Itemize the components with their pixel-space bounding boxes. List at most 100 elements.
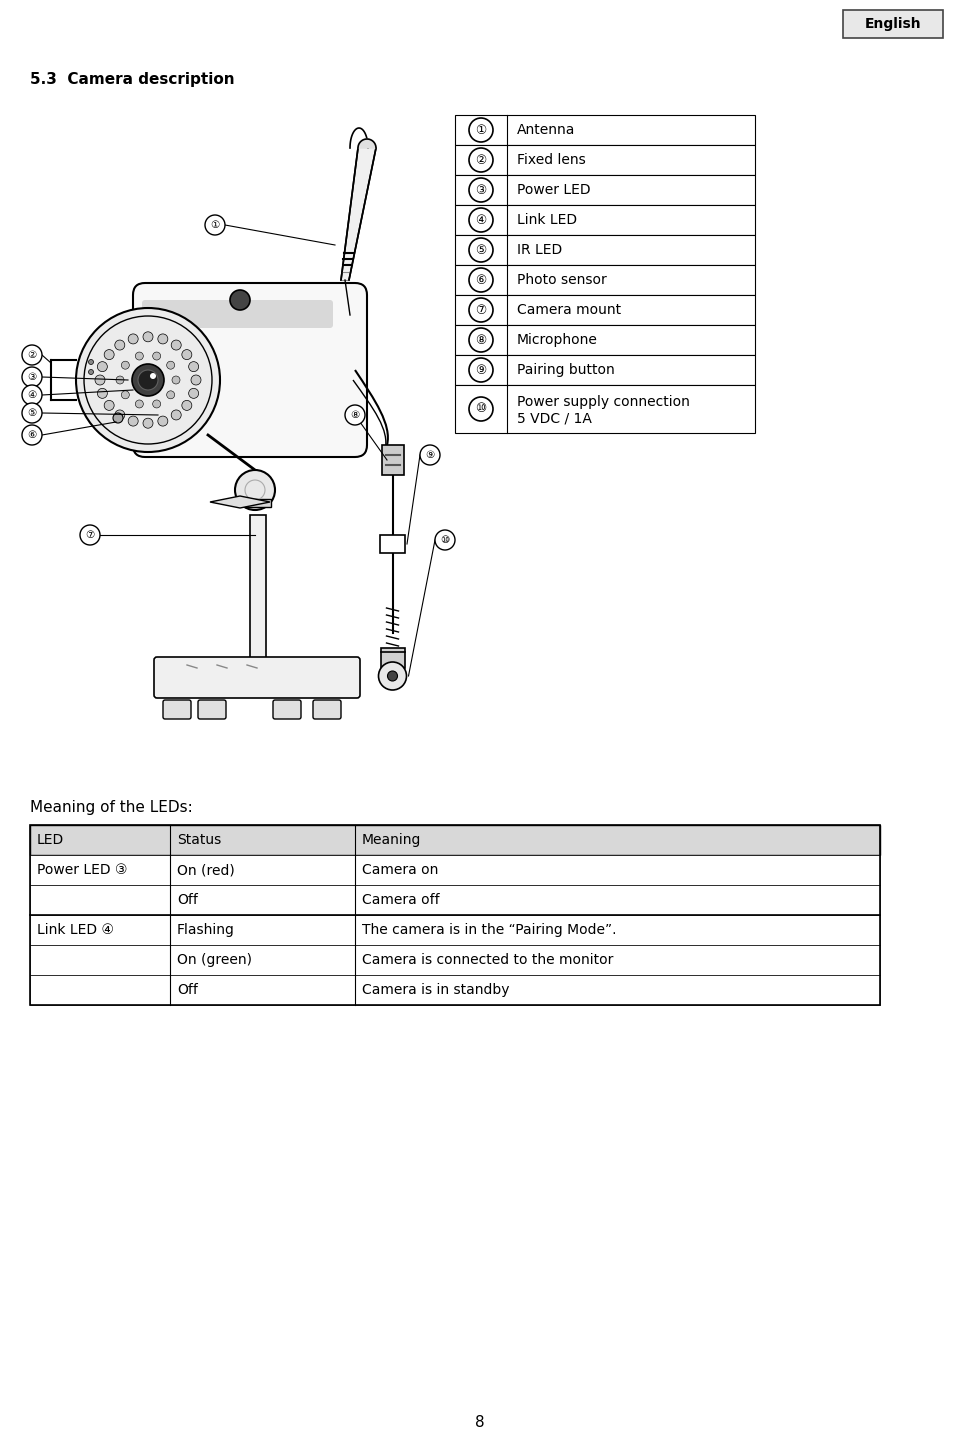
Bar <box>30 854 880 885</box>
Circle shape <box>105 401 114 411</box>
Text: ⑥: ⑥ <box>28 429 36 439</box>
Circle shape <box>435 530 455 550</box>
Circle shape <box>97 388 108 398</box>
Text: Camera is connected to the monitor: Camera is connected to the monitor <box>362 954 613 966</box>
Text: Power LED ③: Power LED ③ <box>37 863 128 877</box>
Circle shape <box>143 332 153 342</box>
Polygon shape <box>358 139 376 148</box>
Bar <box>245 498 271 507</box>
Bar <box>455 385 755 434</box>
Text: Camera mount: Camera mount <box>517 303 621 317</box>
FancyBboxPatch shape <box>163 699 191 719</box>
Bar <box>455 355 755 385</box>
Circle shape <box>22 345 42 365</box>
Text: ③: ③ <box>475 184 487 197</box>
Circle shape <box>469 208 493 233</box>
Circle shape <box>469 148 493 172</box>
Text: 5.3  Camera description: 5.3 Camera description <box>30 72 234 88</box>
Circle shape <box>88 359 93 365</box>
Text: Off: Off <box>177 893 198 908</box>
Text: Power LED: Power LED <box>517 182 590 197</box>
Text: ⑦: ⑦ <box>475 303 487 316</box>
Text: ⑧: ⑧ <box>350 411 360 419</box>
Circle shape <box>157 416 168 426</box>
Bar <box>30 915 880 945</box>
Text: ⑥: ⑥ <box>475 273 487 287</box>
Polygon shape <box>341 148 376 280</box>
Bar <box>455 236 755 266</box>
Circle shape <box>469 299 493 322</box>
Circle shape <box>113 414 123 424</box>
Text: IR LED: IR LED <box>517 243 563 257</box>
Circle shape <box>116 376 124 383</box>
Text: English: English <box>865 17 922 32</box>
Text: 8: 8 <box>475 1414 485 1430</box>
Circle shape <box>469 396 493 421</box>
Bar <box>843 10 943 37</box>
Bar <box>30 885 880 915</box>
Circle shape <box>150 373 156 379</box>
Circle shape <box>138 370 158 391</box>
Text: ⑤: ⑤ <box>28 408 36 418</box>
Circle shape <box>167 391 175 399</box>
Text: ⑨: ⑨ <box>475 363 487 376</box>
Text: ①: ① <box>210 220 220 230</box>
Circle shape <box>230 290 250 310</box>
Circle shape <box>22 385 42 405</box>
Circle shape <box>469 269 493 292</box>
Bar <box>380 648 404 668</box>
Bar <box>455 115 755 145</box>
Circle shape <box>135 352 143 360</box>
Text: The camera is in the “Pairing Mode”.: The camera is in the “Pairing Mode”. <box>362 923 616 938</box>
Circle shape <box>132 363 164 396</box>
Text: Link LED: Link LED <box>517 213 577 227</box>
Circle shape <box>153 401 160 408</box>
Text: ④: ④ <box>475 214 487 227</box>
Circle shape <box>97 362 108 372</box>
Circle shape <box>181 349 192 359</box>
Circle shape <box>205 215 225 236</box>
Circle shape <box>181 401 192 411</box>
FancyBboxPatch shape <box>313 699 341 719</box>
Text: Flashing: Flashing <box>177 923 235 938</box>
Text: Status: Status <box>177 833 221 847</box>
Text: ③: ③ <box>28 372 36 382</box>
Circle shape <box>469 118 493 142</box>
Text: On (green): On (green) <box>177 954 252 966</box>
Circle shape <box>121 362 130 369</box>
FancyBboxPatch shape <box>154 658 360 698</box>
Circle shape <box>420 445 440 465</box>
Circle shape <box>171 409 181 419</box>
Text: ⑧: ⑧ <box>475 333 487 346</box>
Bar <box>455 325 755 355</box>
Text: Camera off: Camera off <box>362 893 440 908</box>
Text: ②: ② <box>475 154 487 167</box>
Text: Photo sensor: Photo sensor <box>517 273 607 287</box>
Text: Link LED ④: Link LED ④ <box>37 923 114 938</box>
Polygon shape <box>250 516 266 661</box>
Circle shape <box>189 362 199 372</box>
Bar <box>30 945 880 975</box>
Circle shape <box>129 416 138 426</box>
Bar <box>30 826 880 854</box>
FancyBboxPatch shape <box>198 699 226 719</box>
Circle shape <box>171 340 181 350</box>
Circle shape <box>88 369 93 375</box>
Circle shape <box>189 388 199 398</box>
Circle shape <box>115 409 125 419</box>
Bar <box>455 175 755 205</box>
Text: ④: ④ <box>28 391 36 401</box>
Bar <box>30 826 880 1005</box>
Circle shape <box>172 376 180 383</box>
Text: ②: ② <box>28 350 36 360</box>
Circle shape <box>388 671 397 681</box>
Circle shape <box>22 368 42 386</box>
Bar <box>380 536 405 553</box>
Circle shape <box>135 401 143 408</box>
FancyBboxPatch shape <box>273 699 301 719</box>
Circle shape <box>76 307 220 452</box>
Circle shape <box>115 340 125 350</box>
Circle shape <box>22 404 42 424</box>
Text: Meaning: Meaning <box>362 833 421 847</box>
Circle shape <box>378 662 406 691</box>
